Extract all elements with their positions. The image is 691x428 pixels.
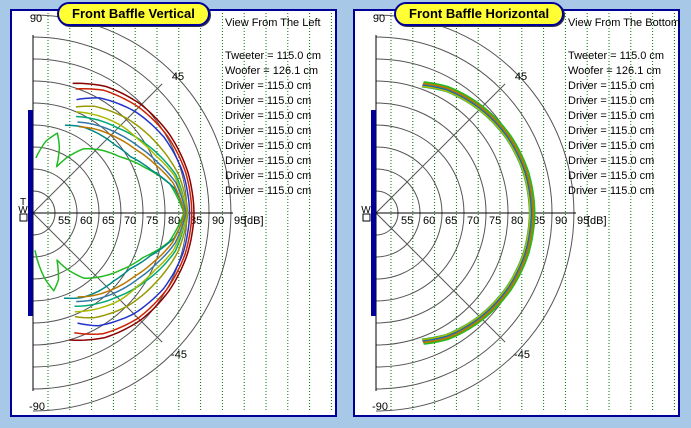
radial-tick-label: 80 — [511, 215, 523, 227]
series-curve-driver-5 — [423, 81, 536, 345]
angle-label: 90 — [373, 13, 385, 25]
panel-title-pill: Front Baffle Horizontal — [394, 2, 565, 26]
angle-label: -90 — [372, 401, 388, 413]
legend-line: Driver = 115.0 cm — [225, 155, 312, 167]
legend-line: Driver = 115.0 cm — [225, 125, 312, 137]
series-curve-driver-6 — [63, 124, 186, 300]
series-curve-driver-9 — [423, 82, 534, 344]
series-curve-driver-7 — [421, 85, 531, 341]
radial-unit-label: [dB] — [244, 215, 264, 227]
angle-label: 45 — [515, 71, 527, 83]
legend-line: Driver = 115.0 cm — [568, 140, 655, 152]
radial-tick-label: 90 — [555, 215, 567, 227]
grid-diagonal-plus45 — [32, 83, 163, 214]
grid-diagonal-plus45 — [375, 83, 506, 214]
radial-unit-label: [dB] — [587, 215, 607, 227]
legend-line: Driver = 115.0 cm — [225, 80, 312, 92]
marker-square — [362, 213, 371, 222]
legend-line: Tweeter = 115.0 cm — [225, 50, 322, 62]
series-curve-driver-9 — [77, 126, 186, 298]
legend-line: Driver = 115.0 cm — [568, 95, 655, 107]
legend-line: Driver = 115.0 cm — [568, 125, 655, 137]
grid-diagonal-minus45 — [375, 212, 506, 343]
panel-title-pill: Front Baffle Vertical — [57, 2, 210, 26]
legend-line: Driver = 115.0 cm — [568, 155, 655, 167]
panel-title: Front Baffle Horizontal — [409, 6, 550, 21]
angle-label: 90 — [30, 13, 42, 25]
series-curve-woofer-1 — [74, 88, 193, 335]
series-curve-driver-2 — [76, 97, 191, 327]
radial-tick-label: 85 — [533, 215, 545, 227]
legend-line: Driver = 115.0 cm — [225, 110, 312, 122]
marker-square — [19, 213, 28, 222]
radial-tick-label: 70 — [467, 215, 479, 227]
series-curve-driver-8 — [422, 83, 533, 343]
panel-title: Front Baffle Vertical — [72, 6, 195, 21]
angle-label: -45 — [171, 349, 187, 361]
legend-line: Woofer = 126.1 cm — [568, 65, 662, 77]
radial-tick-label: 75 — [146, 215, 158, 227]
panel-front-baffle-horizontal: Front Baffle Horizontal 55 60 65 70 75 80 85 90… — [353, 2, 681, 417]
radial-tick-label: 60 — [80, 215, 92, 227]
legend-line: Driver = 115.0 cm — [225, 170, 312, 182]
legend-line: Driver = 115.0 cm — [568, 80, 655, 92]
polar-chart-horizontal: 55 60 65 70 75 80 85 90 95[dB] 90 45 -45 -90 W — [361, 13, 675, 413]
radial-tick-label: 95 — [234, 215, 246, 227]
marker-label-w: W — [361, 205, 371, 216]
legend: Tweeter = 115.0 cm Woofer = 126.1 cm Drive… — [225, 49, 321, 199]
series-curve-driver-5 — [34, 132, 185, 292]
radial-tick-label: 60 — [423, 215, 435, 227]
legend-line: Tweeter = 115.0 cm — [568, 50, 665, 62]
baffle-bar — [371, 110, 376, 316]
radial-tick-label: 95 — [577, 215, 589, 227]
legend-line: Driver = 115.0 cm — [225, 185, 312, 197]
radial-tick-label: 90 — [212, 215, 224, 227]
angle-label: 45 — [172, 71, 184, 83]
radial-tick-label: 80 — [168, 215, 180, 227]
radial-tick-label: 55 — [401, 215, 413, 227]
baffle-bar — [28, 110, 33, 316]
angle-label: -45 — [514, 349, 530, 361]
series-curve-tweeter-0 — [69, 82, 195, 341]
legend: Tweeter = 115.0 cm Woofer = 126.1 cm Drive… — [568, 49, 664, 199]
radial-tick-label: 70 — [124, 215, 136, 227]
panel-front-baffle-vertical: Front Baffle Vertical 55 60 65 70 75 80 85 90 95… — [10, 2, 337, 417]
legend-line: Driver = 115.0 cm — [225, 140, 312, 152]
view-from-label: View From The Left — [225, 17, 321, 29]
series-curve-driver-8 — [76, 121, 187, 303]
radial-tick-label: 75 — [489, 215, 501, 227]
marker-label-w: W — [18, 205, 28, 216]
legend-line: Driver = 115.0 cm — [568, 185, 655, 197]
legend-line: Driver = 115.0 cm — [568, 170, 655, 182]
marker-label-t: T — [20, 197, 26, 208]
radial-tick-label: 55 — [58, 215, 70, 227]
legend-line: Woofer = 126.1 cm — [225, 65, 319, 77]
series-curve-driver-3 — [423, 82, 535, 344]
legend-line: Driver = 115.0 cm — [568, 110, 655, 122]
radial-tick-label: 65 — [445, 215, 457, 227]
view-from-label: View From The Bottom — [568, 17, 681, 29]
angle-label: -90 — [29, 401, 45, 413]
radial-tick-label: 65 — [102, 215, 114, 227]
series-curve-driver-7 — [74, 110, 188, 313]
legend-line: Driver = 115.0 cm — [225, 95, 312, 107]
series-curve-driver-3 — [74, 105, 189, 319]
